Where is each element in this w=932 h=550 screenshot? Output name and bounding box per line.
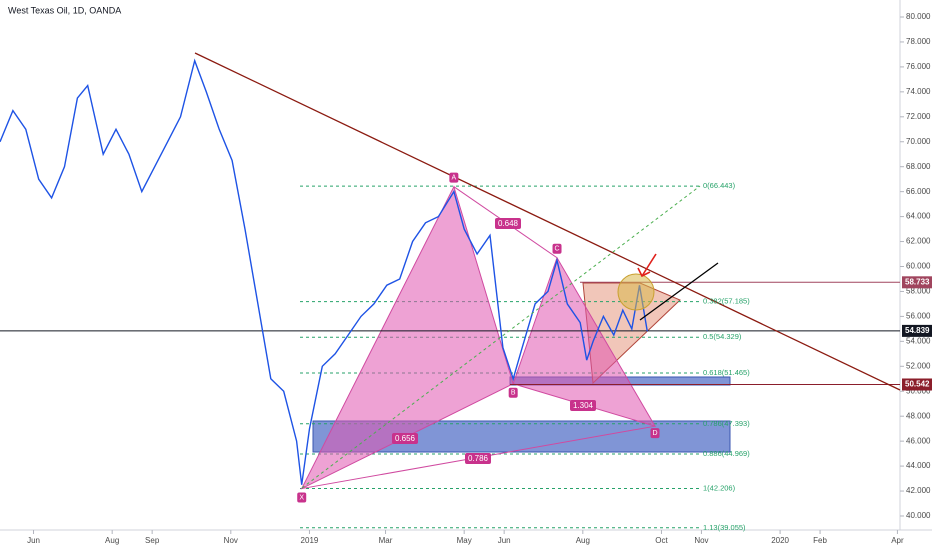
price-line-series: [0, 58, 648, 485]
x-tick-label: Aug: [576, 536, 590, 545]
price-tag-label: 50.542: [905, 380, 930, 389]
fib-label: 1.13(39.055): [703, 523, 746, 532]
x-tick-label: Feb: [813, 536, 827, 545]
x-tick-label: May: [457, 536, 472, 545]
y-tick-label: 70.000: [906, 137, 931, 146]
x-tick-label: Mar: [379, 536, 393, 545]
fib-label: 0.786(47.393): [703, 419, 750, 428]
ratio-labels: 0.648 1.304 0.656 0.786: [392, 218, 596, 464]
fib-label: 1(42.206): [703, 483, 736, 492]
point-badge: [449, 172, 459, 183]
y-tick-label: 68.000: [906, 162, 931, 171]
point-badge: [508, 387, 518, 398]
price-tag-label: 54.839: [905, 326, 930, 335]
highlight-circle: [617, 273, 655, 311]
y-tick-label: 66.000: [906, 187, 931, 196]
point-label: D: [652, 430, 657, 437]
y-tick-label: 74.000: [906, 87, 931, 96]
x-tick-label: Nov: [224, 536, 238, 545]
x-tick-label: Nov: [694, 536, 708, 545]
y-tick-label: 50.000: [906, 386, 931, 395]
x-tick-label: 2019: [301, 536, 319, 545]
y-tick-label: 80.000: [906, 12, 931, 21]
x-tick-label: Jun: [498, 536, 511, 545]
x-tick-label: Apr: [891, 536, 904, 545]
price-tags: 58.733 54.839 50.542: [902, 276, 932, 391]
point-badge: [297, 492, 307, 503]
x-tick-label: Aug: [105, 536, 119, 545]
price-tag: [902, 276, 932, 289]
y-tick-label: 48.000: [906, 411, 931, 420]
point-label: B: [511, 390, 516, 397]
y-tick-label: 54.000: [906, 336, 931, 345]
y-tick-label: 52.000: [906, 361, 931, 370]
x-tick-label: Sep: [145, 536, 160, 545]
price-tag-label: 58.733: [905, 277, 930, 286]
ratio-label: 0.656: [395, 434, 416, 443]
y-tick-label: 58.000: [906, 287, 931, 296]
price-tag: [902, 378, 932, 391]
ratio-box: [570, 400, 596, 411]
y-tick-label: 44.000: [906, 461, 931, 470]
y-tick-label: 72.000: [906, 112, 931, 121]
point-label: X: [299, 494, 304, 501]
y-tick-label: 62.000: [906, 237, 931, 246]
trend-line: [639, 262, 719, 321]
fib-label: 0(66.443): [703, 181, 736, 190]
y-tick-label: 46.000: [906, 436, 931, 445]
arrow-head: [637, 267, 651, 278]
y-tick-label: 42.000: [906, 486, 931, 495]
fib-diagonal: [301, 185, 701, 489]
price-tag: [902, 324, 932, 337]
y-tick-label: 64.000: [906, 212, 931, 221]
y-tick-label: 78.000: [906, 37, 931, 46]
ratio-box: [465, 453, 491, 464]
point-label: C: [554, 246, 559, 253]
y-tick-label: 76.000: [906, 62, 931, 71]
overlays: West Texas Oil, 1D, OANDA 0.648 1.304 0.…: [8, 5, 901, 489]
x-tick-label: Jun: [27, 536, 40, 545]
x-tick-label: 2020: [771, 536, 789, 545]
arrow: [641, 253, 657, 277]
trend-line: [194, 52, 901, 391]
fib-label: 0.618(51.465): [703, 368, 750, 377]
point-label: A: [452, 175, 457, 182]
ratio-label: 0.786: [468, 454, 489, 463]
chart-title: West Texas Oil, 1D, OANDA: [8, 5, 121, 15]
y-tick-label: 40.000: [906, 511, 931, 520]
point-badge: [552, 243, 562, 254]
ratio-label: 1.304: [573, 401, 594, 410]
fib-label: 0.382(57.185): [703, 297, 750, 306]
ratio-box: [495, 218, 521, 229]
y-tick-label: 60.000: [906, 262, 931, 271]
ratio-label: 0.648: [498, 219, 519, 228]
ratio-box: [392, 433, 418, 444]
fib-label: 0.886(44.969): [703, 449, 750, 458]
point-badge: [650, 428, 660, 439]
x-tick-label: Oct: [655, 536, 668, 545]
fib-label: 0.5(54.329): [703, 332, 742, 341]
plot: [0, 58, 648, 485]
y-tick-label: 56.000: [906, 312, 931, 321]
